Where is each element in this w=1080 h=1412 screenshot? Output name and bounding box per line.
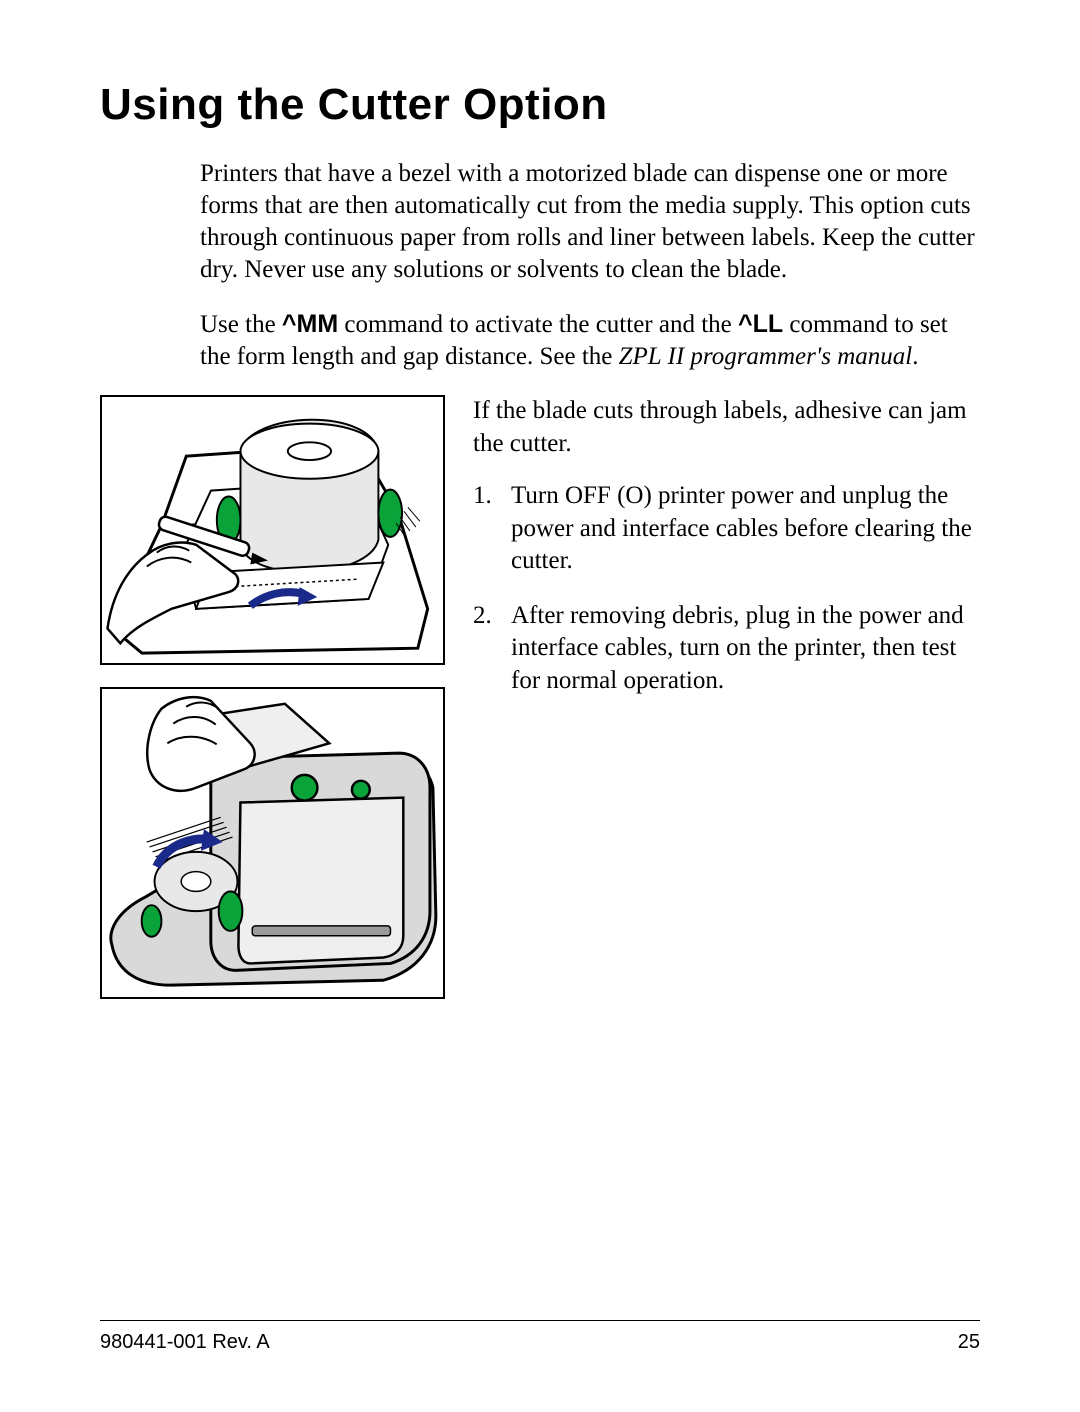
adhesive-warning: If the blade cuts through labels, adhesi… — [473, 395, 980, 460]
page-footer: 980441-001 Rev. A 25 — [100, 1320, 980, 1354]
footer-page-number: 25 — [958, 1331, 980, 1354]
cmd-ll: ^LL — [738, 310, 783, 338]
intro-para-1: Printers that have a bezel with a motori… — [200, 158, 980, 286]
figure-cutter-closed — [100, 687, 445, 999]
page-title: Using the Cutter Option — [100, 80, 980, 130]
steps-list: Turn OFF (O) printer power and unplug th… — [473, 480, 980, 697]
cmd-mm: ^MM — [282, 310, 338, 338]
intro-para-2: Use the ^MM command to activate the cutt… — [200, 308, 980, 373]
manual-ref: ZPL II programmer's manual — [619, 343, 913, 370]
figure-column — [100, 395, 445, 1021]
step-1: Turn OFF (O) printer power and unplug th… — [511, 480, 980, 578]
instruction-column: If the blade cuts through labels, adhesi… — [473, 395, 980, 1021]
footer-doc-id: 980441-001 Rev. A — [100, 1331, 270, 1354]
figure-cutter-open — [100, 395, 445, 665]
intro-block: Printers that have a bezel with a motori… — [200, 158, 980, 373]
step-2: After removing debris, plug in the power… — [511, 600, 980, 698]
